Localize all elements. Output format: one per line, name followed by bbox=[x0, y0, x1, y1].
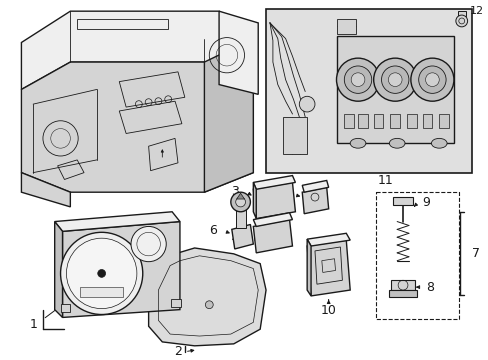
Bar bbox=[80, 287, 123, 297]
Circle shape bbox=[387, 73, 401, 86]
Text: 5: 5 bbox=[230, 230, 238, 243]
Polygon shape bbox=[306, 233, 349, 246]
Polygon shape bbox=[302, 187, 328, 214]
Ellipse shape bbox=[388, 138, 404, 148]
Text: 6: 6 bbox=[209, 224, 217, 237]
Polygon shape bbox=[55, 212, 180, 231]
Circle shape bbox=[205, 301, 213, 309]
Bar bbox=[406, 114, 416, 127]
Circle shape bbox=[66, 238, 137, 309]
Bar bbox=[265, 9, 470, 173]
Bar bbox=[389, 114, 399, 127]
Text: 12: 12 bbox=[468, 6, 483, 16]
Polygon shape bbox=[253, 183, 295, 219]
Circle shape bbox=[373, 58, 416, 101]
Polygon shape bbox=[253, 183, 256, 219]
Text: 8: 8 bbox=[426, 280, 434, 294]
Circle shape bbox=[344, 66, 371, 93]
Bar bbox=[336, 36, 453, 143]
Circle shape bbox=[230, 192, 250, 212]
Circle shape bbox=[425, 73, 438, 86]
Polygon shape bbox=[457, 11, 465, 16]
Circle shape bbox=[350, 73, 364, 86]
Circle shape bbox=[299, 96, 314, 112]
Polygon shape bbox=[21, 62, 253, 192]
Circle shape bbox=[61, 232, 142, 315]
Circle shape bbox=[336, 58, 379, 101]
Polygon shape bbox=[306, 240, 349, 296]
Circle shape bbox=[131, 226, 166, 262]
Bar bbox=[61, 304, 70, 311]
Polygon shape bbox=[219, 11, 258, 94]
Polygon shape bbox=[148, 248, 265, 346]
Ellipse shape bbox=[430, 138, 446, 148]
Bar bbox=[357, 114, 367, 127]
Polygon shape bbox=[392, 197, 412, 205]
Polygon shape bbox=[388, 290, 416, 297]
Circle shape bbox=[137, 232, 160, 256]
Bar bbox=[171, 299, 181, 307]
Text: 2: 2 bbox=[174, 345, 182, 358]
Polygon shape bbox=[231, 225, 253, 249]
Circle shape bbox=[410, 58, 453, 101]
Bar bbox=[336, 19, 355, 34]
Polygon shape bbox=[390, 280, 414, 290]
Text: 4: 4 bbox=[279, 188, 287, 201]
Bar bbox=[438, 114, 448, 127]
Circle shape bbox=[235, 197, 245, 207]
Ellipse shape bbox=[349, 138, 365, 148]
Bar bbox=[422, 114, 431, 127]
Polygon shape bbox=[302, 180, 328, 192]
Bar bbox=[344, 114, 353, 127]
Polygon shape bbox=[55, 221, 62, 318]
Polygon shape bbox=[306, 239, 310, 296]
Bar bbox=[373, 114, 383, 127]
Text: 3: 3 bbox=[230, 185, 238, 198]
Bar bbox=[235, 209, 245, 228]
Circle shape bbox=[98, 270, 105, 277]
Polygon shape bbox=[204, 39, 253, 192]
Bar bbox=[375, 192, 458, 319]
Polygon shape bbox=[236, 193, 244, 199]
Text: 10: 10 bbox=[320, 304, 336, 317]
Circle shape bbox=[418, 66, 445, 93]
Polygon shape bbox=[21, 11, 253, 89]
Bar bbox=[282, 117, 306, 154]
Polygon shape bbox=[253, 220, 292, 253]
Text: 7: 7 bbox=[470, 247, 479, 260]
Text: 11: 11 bbox=[377, 174, 392, 187]
Polygon shape bbox=[21, 173, 70, 207]
Polygon shape bbox=[253, 176, 295, 189]
Circle shape bbox=[455, 15, 467, 27]
Circle shape bbox=[381, 66, 408, 93]
Polygon shape bbox=[253, 213, 292, 226]
Text: 9: 9 bbox=[422, 197, 429, 210]
Text: 1: 1 bbox=[29, 318, 37, 331]
Polygon shape bbox=[62, 221, 180, 318]
